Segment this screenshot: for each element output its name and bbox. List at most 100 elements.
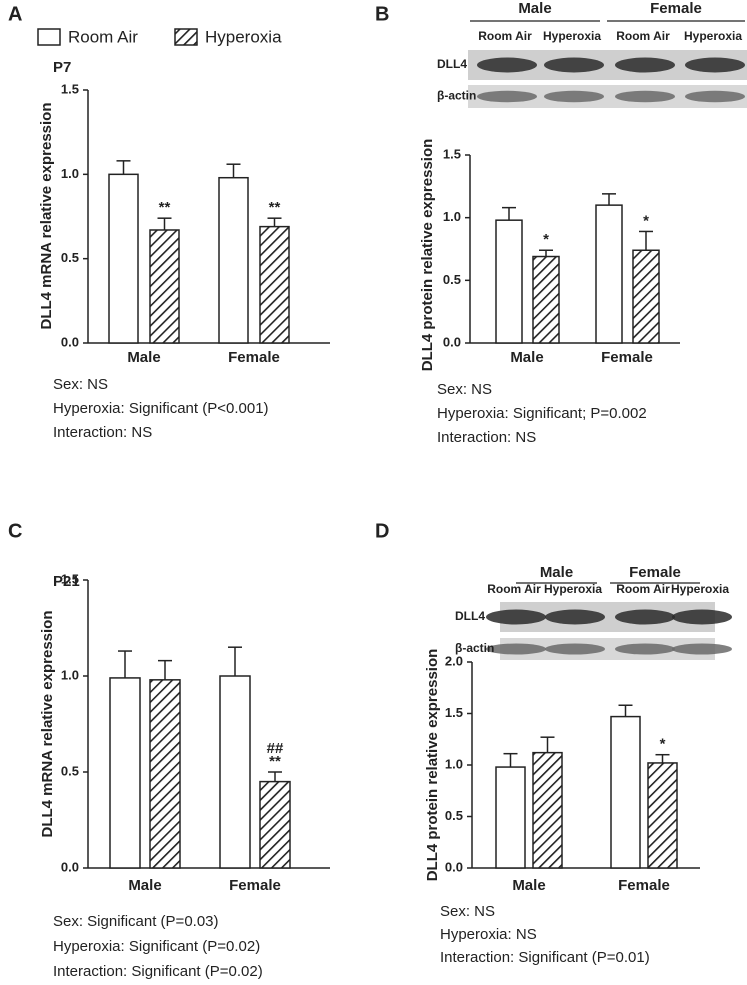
legend-swatch [37,28,61,46]
bar [219,675,251,869]
x-tick-label: Male [128,877,161,894]
y-tick-label: 1.5 [445,705,463,720]
significance-mark: * [660,736,666,753]
x-tick-label: Female [601,349,653,366]
blot-band [545,609,605,625]
y-axis-label: DLL4 mRNA relative expression [39,610,56,837]
bar [632,249,660,344]
blot-band [615,57,675,73]
lane-label: Hyperoxia [544,582,602,596]
y-tick-label: 1.0 [443,209,461,224]
x-tick-label: Female [229,877,281,894]
bar [647,762,678,869]
y-tick-label: 1.5 [61,81,79,96]
y-axis-label: DLL4 protein relative expression [419,139,436,372]
significance-mark: ** [269,199,281,216]
panel-letter: C [8,520,22,542]
bar [149,679,181,869]
blot-row-label: β-actin [437,89,476,103]
stats-line: Hyperoxia: Significant (P<0.001) [53,400,269,417]
y-tick-label: 1.0 [445,756,463,771]
group-label: Male [518,0,551,17]
panel-letter: B [375,3,389,25]
significance-mark: * [543,231,549,248]
blot-strip [468,85,747,108]
lane-label: Hyperoxia [671,582,729,596]
stats-line: Sex: NS [53,376,108,393]
panel-letter: A [8,3,22,25]
lane-label: Room Air [616,582,670,596]
bar [495,219,523,344]
bar [149,229,180,344]
x-tick-label: Male [127,349,160,366]
y-tick-label: 0.0 [61,859,79,874]
blot-band [486,643,546,655]
x-tick-label: Female [228,349,280,366]
y-tick-label: 0.0 [61,334,79,349]
y-tick-label: 1.0 [61,166,79,181]
blot-band [685,57,745,73]
blot-band [615,90,675,103]
lane-label: Room Air [616,29,670,43]
blot-band [672,643,732,655]
subtitle: P21 [53,573,80,590]
blot-strip [500,638,715,660]
y-tick-label: 0.0 [445,859,463,874]
y-axis-label: DLL4 protein relative expression [424,649,441,882]
bar [218,176,249,344]
bar [595,204,623,344]
bar [108,173,139,344]
y-tick-label: 0.5 [61,250,79,265]
stats-line: Interaction: NS [53,424,152,441]
blot-row-label: DLL4 [437,57,467,71]
stats-line: Sex: NS [440,903,495,920]
bar [532,255,560,344]
y-tick-label: 2.0 [445,653,463,668]
blot-band [544,57,604,73]
bar [259,780,291,869]
lane-label: Hyperoxia [684,29,742,43]
y-tick-label: 1.5 [61,571,79,586]
stats-line: Interaction: Significant (P=0.01) [440,949,650,966]
stats-line: Hyperoxia: Significant (P=0.02) [53,938,260,955]
y-tick-label: 1.5 [443,146,461,161]
x-tick-label: Male [510,349,543,366]
blot-band [477,57,537,73]
lane-label: Room Air [478,29,532,43]
blot-row-label: DLL4 [455,609,485,623]
y-tick-label: 1.0 [61,667,79,682]
y-tick-label: 0.5 [443,272,461,287]
legend-label: Hyperoxia [205,27,282,46]
group-label: Female [629,564,681,581]
significance-mark: ** [269,753,281,770]
blot-band [545,643,605,655]
bar [532,751,563,869]
x-tick-label: Female [618,877,670,894]
stats-line: Sex: Significant (P=0.03) [53,913,219,930]
stats-line: Hyperoxia: NS [440,926,537,943]
stats-line: Hyperoxia: Significant; P=0.002 [437,405,647,422]
panel-letter: D [375,520,389,542]
x-tick-label: Male [512,877,545,894]
lane-label: Hyperoxia [543,29,601,43]
y-axis-label: DLL4 mRNA relative expression [38,102,55,329]
blot-band [615,609,675,625]
y-tick-label: 0.5 [445,808,463,823]
significance-mark: ## [267,740,284,757]
significance-mark: ** [159,199,171,216]
group-label: Female [650,0,702,17]
y-tick-label: 0.0 [443,334,461,349]
blot-band [544,90,604,103]
bar [495,766,526,869]
significance-mark: * [643,212,649,229]
stats-line: Sex: NS [437,381,492,398]
group-label: Male [540,564,573,581]
lane-label: Room Air [487,582,541,596]
blot-band [477,90,537,103]
bar [259,225,290,344]
blot-band [486,609,546,625]
stats-line: Interaction: NS [437,429,536,446]
bar [109,677,141,869]
stats-line: Interaction: Significant (P=0.02) [53,963,263,980]
y-tick-label: 0.5 [61,763,79,778]
